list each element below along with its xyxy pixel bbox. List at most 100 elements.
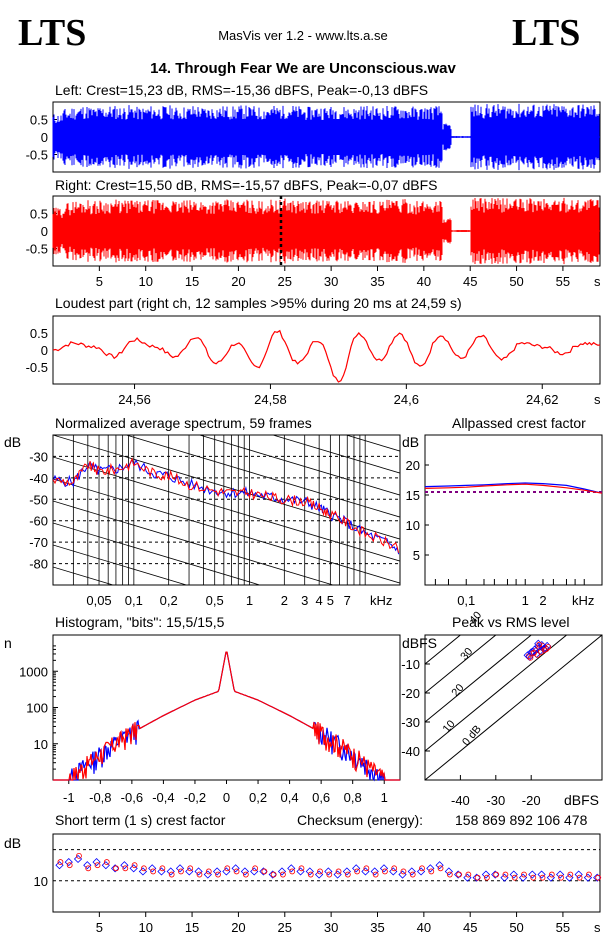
- right-xtick-label: 45: [463, 274, 477, 289]
- shortterm-point-left: [435, 861, 444, 870]
- right-xtick-label: 50: [509, 274, 523, 289]
- shortterm-point-left: [407, 867, 416, 876]
- allpass-xtick-label: 1: [522, 593, 529, 608]
- shortterm-point-right: [344, 871, 351, 878]
- shortterm-point-right: [428, 868, 435, 875]
- shortterm-point-left: [277, 867, 287, 876]
- spectrum-slope-line: [53, 544, 188, 585]
- shortterm-point-left: [212, 867, 222, 876]
- shortterm-point-left: [157, 867, 166, 876]
- histogram-xtick-label: 0: [223, 790, 230, 805]
- shortterm-xtick-label: 55: [556, 920, 570, 935]
- shortterm-point-left: [194, 867, 203, 876]
- spectrum-ylabel: dB: [4, 434, 21, 450]
- left-title: Left: Crest=15,23 dB, RMS=-15,36 dBFS, P…: [55, 82, 428, 98]
- spectrum-slope-line: [198, 435, 400, 496]
- shortterm-point-left: [166, 867, 175, 876]
- shortterm-point-right: [131, 862, 138, 869]
- peakrms-crest-line: [425, 635, 462, 665]
- histogram-xtick-label: 0,6: [312, 790, 330, 805]
- allpass-frame: [424, 434, 603, 586]
- peakrms-xtick-label: -20: [522, 793, 541, 808]
- shortterm-point-right: [261, 868, 268, 875]
- shortterm-point-left: [352, 864, 361, 873]
- shortterm-point-left: [444, 867, 453, 876]
- shortterm-point-left: [537, 870, 546, 879]
- shortterm-title: Short term (1 s) crest factor: [55, 812, 226, 828]
- shortterm-point-right: [94, 862, 101, 869]
- shortterm-point-left: [546, 873, 555, 882]
- shortterm-point-left: [379, 864, 389, 873]
- allpass-title: Allpassed crest factor: [452, 415, 586, 431]
- shortterm-point-right: [103, 859, 110, 865]
- right-xtick-label: 15: [185, 274, 199, 289]
- peakrms-title: Peak vs RMS level: [452, 614, 569, 630]
- peakrms-ytick-label: -40: [401, 744, 420, 759]
- shortterm-point-right: [530, 874, 537, 881]
- right-xtick-label: 30: [324, 274, 338, 289]
- shortterm-point-left: [120, 861, 129, 870]
- right-xtick-label: 55: [556, 274, 570, 289]
- shortterm-point-left: [361, 867, 370, 876]
- shortterm-point-left: [389, 867, 398, 876]
- histogram-right-line: [53, 651, 400, 781]
- histogram-xtick-label: -0,8: [89, 790, 111, 805]
- allpass-ytick-label: 20: [406, 458, 420, 473]
- spectrum-xtick-label: 0,2: [160, 593, 178, 608]
- spectrum-left-line: [53, 458, 400, 555]
- spectrum-slope-line: [271, 435, 400, 474]
- peakrms-crest-label: 0 dB: [460, 723, 484, 748]
- shortterm-ytick-label: 10: [34, 874, 48, 889]
- shortterm-point-right: [483, 874, 490, 881]
- shortterm-point-right: [465, 871, 472, 878]
- shortterm-point-right: [270, 871, 277, 878]
- shortterm-point-left: [259, 867, 268, 876]
- peakrms-ytick-label: -30: [401, 715, 420, 730]
- loudest-waveform: [52, 329, 601, 383]
- shortterm-point-left: [398, 870, 407, 879]
- right-xtick-label: 35: [370, 274, 384, 289]
- shortterm-point-left: [222, 867, 231, 876]
- shortterm-point-left: [203, 870, 212, 879]
- histogram-xtick-label: -0,4: [152, 790, 174, 805]
- histogram-xtick-label: 0,8: [344, 790, 362, 805]
- shortterm-point-right: [150, 868, 157, 875]
- spectrum-ytick-label: -70: [29, 535, 48, 550]
- shortterm-xtick-label: 5: [96, 920, 103, 935]
- left-ytick-label: 0.5: [30, 113, 48, 128]
- shortterm-point-left: [416, 867, 426, 876]
- spectrum-xtick-label: 0,5: [206, 593, 224, 608]
- shortterm-point-left: [426, 864, 435, 873]
- shortterm-point-right: [224, 865, 231, 872]
- shortterm-point-left: [111, 864, 120, 873]
- shortterm-point-right: [437, 865, 444, 872]
- shortterm-point-left: [175, 864, 185, 873]
- shortterm-point-right: [307, 871, 314, 878]
- shortterm-point-right: [382, 868, 388, 875]
- peakrms-crest-line: [425, 635, 602, 780]
- shortterm-point-left: [565, 873, 574, 882]
- spectrum-xtick-label: 1: [246, 593, 253, 608]
- histogram-ytick-label: 1000: [19, 664, 48, 679]
- shortterm-point-right: [66, 862, 73, 869]
- spectrum-title: Normalized average spectrum, 59 frames: [55, 415, 312, 431]
- spectrum-slope-line: [53, 500, 335, 585]
- histogram-xtick-label: -0,2: [184, 790, 206, 805]
- peakrms-crest-label: 30: [458, 646, 475, 663]
- loudest-ytick-label: 0.5: [30, 326, 48, 341]
- shortterm-point-left: [370, 867, 379, 876]
- spectrum-ytick-label: -60: [29, 514, 48, 529]
- shortterm-point-left: [324, 867, 333, 876]
- shortterm-point-right: [76, 852, 82, 859]
- allpass-ylabel: dB: [402, 434, 419, 450]
- shortterm-point-left: [500, 873, 509, 882]
- right-xtick-label: 40: [417, 274, 431, 289]
- left-ytick-label: 0: [41, 130, 48, 145]
- shortterm-frame: [52, 833, 601, 913]
- allpass-line-L: [424, 482, 603, 494]
- spectrum-xtick-label: 0,1: [125, 593, 143, 608]
- loudest-frame: [52, 315, 601, 385]
- spectrum-ytick-label: -80: [29, 557, 48, 572]
- right-ytick-label: -0.5: [26, 242, 48, 257]
- shortterm-point-right: [539, 874, 546, 881]
